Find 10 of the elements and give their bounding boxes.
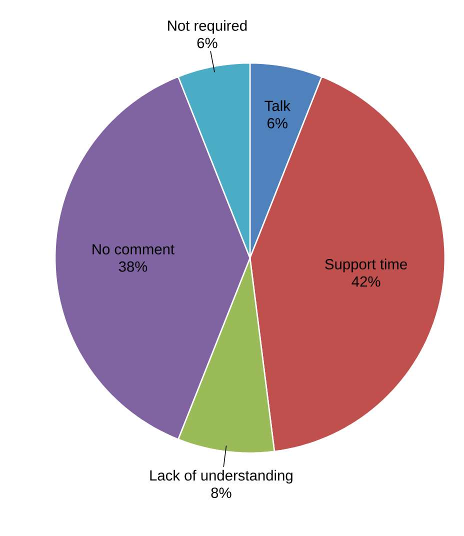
data-label: 8% (211, 488, 232, 498)
data-label: 38% (118, 261, 148, 272)
data-label: 6% (268, 118, 288, 128)
slice-label: Talk (264, 100, 290, 112)
data-label: 42% (352, 276, 380, 287)
data-label: 6% (197, 38, 218, 48)
slice-label: No comment (92, 244, 174, 254)
slice-label: Not required (168, 20, 247, 34)
slice-label: Support time (325, 258, 407, 272)
slice-label: Lack of understanding (150, 470, 292, 484)
